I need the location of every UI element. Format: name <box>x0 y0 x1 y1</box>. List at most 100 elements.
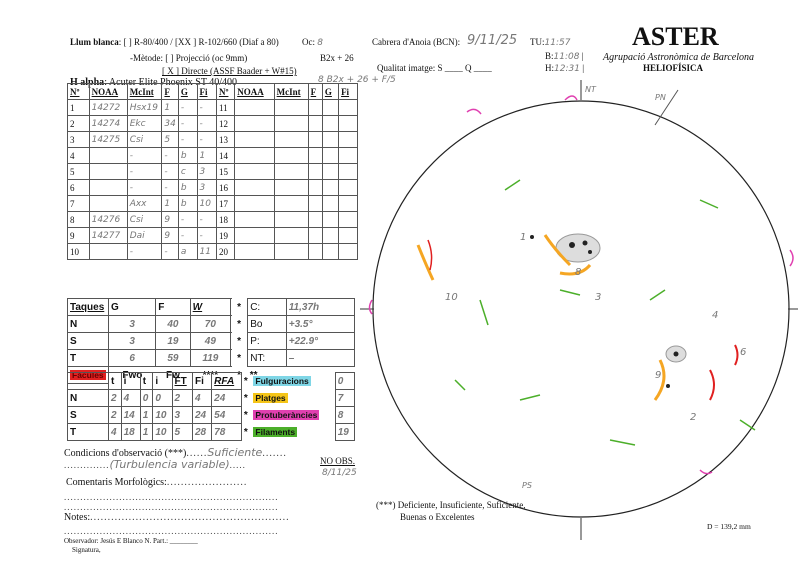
fi-cell: - <box>196 99 217 116</box>
label-group-6: 6 <box>740 347 746 358</box>
noaa-cell <box>88 243 128 260</box>
white-light-label: Llum blanca <box>70 37 119 47</box>
observer: Observador: Jesús E Blanco N. Part.: ___… <box>64 537 198 545</box>
notes-label: Notes: <box>64 512 91 523</box>
star: * <box>237 318 242 330</box>
image-quality: Qualitat imatge: S ____ Q ____ <box>377 63 492 73</box>
halpha-label: H alpha <box>70 77 105 88</box>
notes-dots: ........................................… <box>64 526 279 536</box>
empty-cell <box>307 243 323 260</box>
tu-field: TU:11:57 <box>530 37 570 48</box>
platges-tag: Platges <box>253 392 288 403</box>
conditions-label: Condicions d'observació (***) <box>64 448 187 459</box>
label-group-2: 2 <box>690 412 696 423</box>
conditions-legend-2: Buenas o Excelentes <box>400 512 475 522</box>
morph-label: Comentaris Morfològics: <box>66 477 167 488</box>
empty-cell <box>321 243 340 260</box>
activity-label: Protuberàncies <box>251 407 335 424</box>
group-row: 5- - c 3 15 <box>67 163 358 180</box>
star: * <box>243 392 248 404</box>
stars2: ** <box>248 367 287 384</box>
group-row: 3 14275 Csi 5- -13 <box>67 131 358 148</box>
conditions-legend-1: (***) Deficiente, Insuficiente, Suficien… <box>376 500 526 510</box>
faculae-value: 18 <box>120 423 141 441</box>
faculae-east <box>416 239 435 281</box>
faculae-value: 24 <box>191 406 213 424</box>
star: * <box>237 352 242 364</box>
faculae-value: 28 <box>191 423 213 441</box>
col-ft: FT <box>171 372 193 390</box>
method-direct: [ X ] Directe (ASSF Baader + W#15) <box>162 66 297 76</box>
f-value: 59 <box>155 349 191 367</box>
fi-cell: 10 <box>196 195 217 212</box>
h-label: H: <box>545 63 554 73</box>
conditions-line: Condicions d'observació (***)......Sufic… <box>64 446 287 459</box>
morph-line: Comentaris Morfològics:.................… <box>66 477 248 488</box>
label-ps: PS <box>522 481 532 490</box>
halpha-note: 8 B2x + 26 + F/5 <box>318 75 396 85</box>
no-obs-value: 8/11/25 <box>322 468 357 478</box>
group-row: 10- - a 11 20 <box>67 243 358 260</box>
group-row: 2 14274 Ekc 34- -12 <box>67 115 358 132</box>
no-obs-label: NO OBS. <box>320 456 356 466</box>
col-g2: G <box>321 83 340 100</box>
label-group-8: 8 <box>575 267 581 278</box>
star: * <box>237 301 242 313</box>
halpha-line: H alpha: Acuter Elite Phoenix ST 40/400 <box>70 77 237 88</box>
f-cell: 9 <box>161 227 179 244</box>
oc-label: Oc: <box>302 37 315 47</box>
label-pn: PN <box>655 93 666 102</box>
group-row: 1 14272 Hsx19 1- -11 <box>67 99 358 116</box>
noaa-cell: 14276 <box>88 211 128 228</box>
group-row: 9 14277 Dai 9- -19 <box>67 227 358 244</box>
b-field: B:11:08 | <box>545 51 584 62</box>
protuberàncies-tag: Protuberàncies <box>253 409 320 420</box>
label-group-1: 1 <box>520 232 526 243</box>
h-field: H:12:31 | <box>545 63 584 74</box>
param-value: – <box>285 349 356 367</box>
activity-value: 19 <box>334 423 356 441</box>
white-light-options: : [ ] R-80/400 / [XX ] R-102/660 (Diaf a… <box>118 37 279 47</box>
label-group-9: 9 <box>655 370 661 381</box>
star: * <box>237 335 242 347</box>
faculae-value: 78 <box>211 423 242 441</box>
conditions-line-2: ..............(Turbulencia variable)....… <box>64 458 246 471</box>
label-group-4: 4 <box>712 310 718 321</box>
row-number-2: 12 <box>215 115 236 132</box>
group-row: 8 14276 Csi 9- -18 <box>67 211 358 228</box>
spots-table: Taques G F W * C: 11,37h N 3 40 70 * Bo +3.5° S… <box>67 298 356 384</box>
label-group-3: 3 <box>595 292 601 303</box>
row-label: T <box>67 423 109 441</box>
filaments <box>454 179 756 446</box>
tu-value: 11:57 <box>544 38 571 48</box>
morph-dots-2: ........................................… <box>64 502 279 512</box>
fulguracions-tag: Fulguracions <box>253 375 311 386</box>
fi-cell: 11 <box>196 243 217 260</box>
spots-row: T 6 59 119 * NT: – <box>67 349 356 367</box>
fi-cell: - <box>196 115 217 132</box>
solar-disk <box>372 100 790 518</box>
oc-value: 8 <box>317 38 323 48</box>
f-cell: - <box>161 243 179 260</box>
sunspot-group-west <box>653 344 739 401</box>
faculae-value: 5 <box>171 423 193 441</box>
activity-label: Filaments <box>251 424 335 441</box>
filaments-tag: Filaments <box>253 426 298 437</box>
signature: Signatura, <box>72 546 101 554</box>
rotation-axis <box>654 89 679 126</box>
white-light-line: Llum blanca: [ ] R-80/400 / [XX ] R-102/… <box>70 37 279 47</box>
oc-field: Oc: 8 <box>302 37 323 48</box>
row-number-2: 15 <box>215 163 236 180</box>
diameter: D = 139,2 mm <box>707 522 751 531</box>
groups-table: Nº NOAA McInt F G Fi Nº NOAA McInt F G F… <box>67 83 358 260</box>
date-value: 9/11/25 <box>467 33 518 48</box>
location-label: Cabrera d'Anoia (BCN): <box>372 37 461 47</box>
star: * <box>243 409 248 421</box>
label-nt: NT <box>585 85 597 94</box>
spots-row: N 3 40 70 * Bo +3.5° <box>67 315 356 333</box>
method-line: -Mètode: [ ] Projecció (oc 9mm) <box>130 53 248 63</box>
star: * <box>243 426 248 438</box>
sunspot-group-center <box>530 233 601 276</box>
